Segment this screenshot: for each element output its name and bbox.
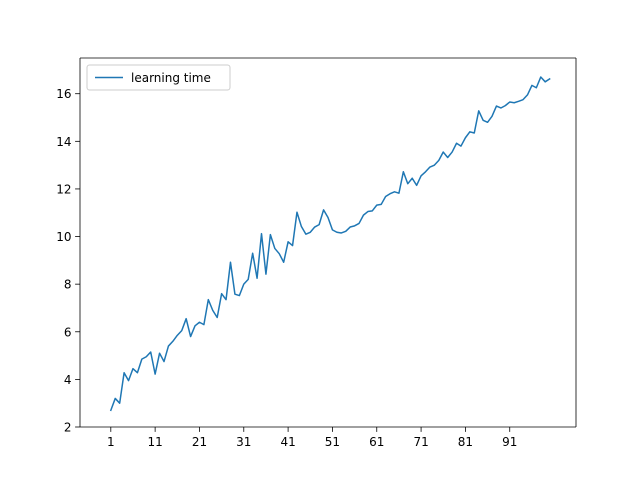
x-tick-label: 51 [325, 435, 340, 449]
y-tick-label: 16 [56, 87, 71, 101]
y-tick-label: 10 [56, 230, 71, 244]
x-tick-label: 31 [236, 435, 251, 449]
x-tick-label: 11 [147, 435, 162, 449]
x-tick-label: 61 [369, 435, 384, 449]
legend-label-0: learning time [131, 71, 211, 85]
series-line-0 [109, 76, 551, 412]
x-tick-label: 21 [192, 435, 207, 449]
x-tick-label: 91 [502, 435, 517, 449]
x-tick-label: 41 [280, 435, 295, 449]
y-tick-label: 8 [64, 278, 72, 292]
x-tick-label: 1 [107, 435, 115, 449]
y-tick-label: 2 [64, 421, 72, 435]
plot-area [80, 58, 576, 427]
x-tick-label: 71 [413, 435, 428, 449]
legend: learning time [86, 64, 231, 91]
y-tick-label: 4 [64, 373, 72, 387]
y-tick-label: 12 [56, 182, 71, 196]
legend-box [86, 64, 231, 91]
x-tick-label: 81 [458, 435, 473, 449]
y-tick-label: 6 [64, 325, 72, 339]
axes-background [80, 58, 576, 427]
y-tick-label: 14 [56, 135, 71, 149]
